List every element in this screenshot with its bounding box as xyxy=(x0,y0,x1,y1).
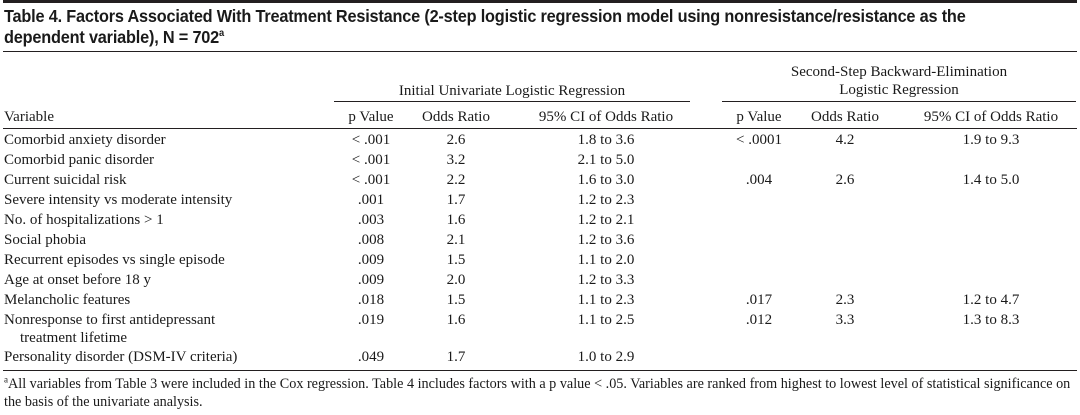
row-p-value-1: .001 xyxy=(357,192,385,208)
group-header-backward-line1: Second-Step Backward-Elimination xyxy=(790,64,1008,80)
row-odds-ratio-2: 3.3 xyxy=(835,312,855,328)
row-odds-ratio-1: 1.5 xyxy=(446,252,466,268)
col-header-p-value-1: p Value xyxy=(348,109,394,125)
row-p-value-2: .012 xyxy=(745,312,773,328)
col-header-variable: Variable xyxy=(4,109,54,125)
row-p-value-1: .019 xyxy=(357,312,385,328)
row-ci-1: 1.8 to 3.6 xyxy=(577,132,635,148)
row-ci-2: 1.9 to 9.3 xyxy=(962,132,1020,148)
table-title: Table 4. Factors Associated With Treatme… xyxy=(4,6,999,48)
row-odds-ratio-1: 2.2 xyxy=(446,172,466,188)
row-odds-ratio-1: 2.0 xyxy=(446,272,466,288)
row-ci-1: 1.6 to 3.0 xyxy=(577,172,635,188)
row-p-value-2: < .0001 xyxy=(736,132,782,148)
col-header-odds-ratio-1: Odds Ratio xyxy=(422,109,490,125)
row-odds-ratio-2: 2.3 xyxy=(835,292,855,308)
row-p-value-1: .009 xyxy=(357,252,385,268)
row-variable-continued: treatment lifetime xyxy=(20,330,128,346)
footnote-marker: a xyxy=(4,374,8,385)
top-rule xyxy=(3,0,1077,3)
row-ci-1: 1.2 to 3.3 xyxy=(577,272,635,288)
row-odds-ratio-1: 1.7 xyxy=(446,349,466,365)
row-p-value-1: .009 xyxy=(357,272,385,288)
row-odds-ratio-1: 1.7 xyxy=(446,192,466,208)
row-ci-2: 1.4 to 5.0 xyxy=(962,172,1020,188)
col-header-odds-ratio-2: Odds Ratio xyxy=(811,109,879,125)
row-variable: Age at onset before 18 y xyxy=(4,272,152,288)
row-odds-ratio-1: 1.6 xyxy=(446,212,466,228)
row-ci-1: 1.0 to 2.9 xyxy=(577,349,635,365)
row-ci-1: 1.2 to 2.3 xyxy=(577,192,635,208)
row-ci-2: 1.2 to 4.7 xyxy=(962,292,1020,308)
group-rule-backward xyxy=(722,101,1076,102)
row-p-value-2: .004 xyxy=(745,172,773,188)
row-ci-1: 1.1 to 2.3 xyxy=(577,292,635,308)
row-p-value-1: < .001 xyxy=(351,172,391,188)
row-p-value-1: < .001 xyxy=(351,132,391,148)
group-header-backward-line2: Logistic Regression xyxy=(839,82,959,98)
row-odds-ratio-2: 2.6 xyxy=(835,172,855,188)
table-footnote: aAll variables from Table 3 were include… xyxy=(4,375,1076,411)
row-p-value-1: .018 xyxy=(357,292,385,308)
table-title-text: Table 4. Factors Associated With Treatme… xyxy=(4,6,966,47)
row-ci-1: 1.1 to 2.5 xyxy=(577,312,635,328)
row-ci-1: 1.2 to 3.6 xyxy=(577,232,635,248)
row-p-value-2: .017 xyxy=(745,292,773,308)
row-p-value-1: < .001 xyxy=(351,152,391,168)
footnote-text: All variables from Table 3 were included… xyxy=(4,376,1071,410)
group-rule-univariate xyxy=(334,101,690,102)
row-p-value-1: .008 xyxy=(357,232,385,248)
row-odds-ratio-1: 1.6 xyxy=(446,312,466,328)
row-odds-ratio-2: 4.2 xyxy=(835,132,855,148)
row-p-value-1: .003 xyxy=(357,212,385,228)
col-header-ci-1: 95% CI of Odds Ratio xyxy=(538,109,674,125)
title-underline xyxy=(3,51,1077,52)
title-footnote-marker: a xyxy=(219,28,225,40)
row-odds-ratio-1: 2.1 xyxy=(446,232,466,248)
col-header-p-value-2: p Value xyxy=(736,109,782,125)
header-rule xyxy=(3,128,1077,129)
bottom-rule xyxy=(3,370,1077,371)
row-variable: Melancholic features xyxy=(4,292,131,308)
col-header-ci-2: 95% CI of Odds Ratio xyxy=(923,109,1059,125)
row-variable: Nonresponse to first antidepressant xyxy=(4,312,216,328)
row-ci-1: 1.2 to 2.1 xyxy=(577,212,635,228)
row-variable: Comorbid anxiety disorder xyxy=(4,132,166,148)
group-header-univariate: Initial Univariate Logistic Regression xyxy=(398,83,626,99)
row-variable: No. of hospitalizations > 1 xyxy=(4,212,164,228)
row-variable: Social phobia xyxy=(4,232,87,248)
row-p-value-1: .049 xyxy=(357,349,385,365)
row-odds-ratio-1: 3.2 xyxy=(446,152,466,168)
row-variable: Comorbid panic disorder xyxy=(4,152,154,168)
row-ci-1: 1.1 to 2.0 xyxy=(577,252,635,268)
row-variable: Personality disorder (DSM-IV criteria) xyxy=(4,349,238,365)
row-ci-2: 1.3 to 8.3 xyxy=(962,312,1020,328)
row-odds-ratio-1: 2.6 xyxy=(446,132,466,148)
row-variable: Severe intensity vs moderate intensity xyxy=(4,192,233,208)
row-variable: Recurrent episodes vs single episode xyxy=(4,252,225,268)
row-odds-ratio-1: 1.5 xyxy=(446,292,466,308)
row-variable: Current suicidal risk xyxy=(4,172,127,188)
row-ci-1: 2.1 to 5.0 xyxy=(577,152,635,168)
